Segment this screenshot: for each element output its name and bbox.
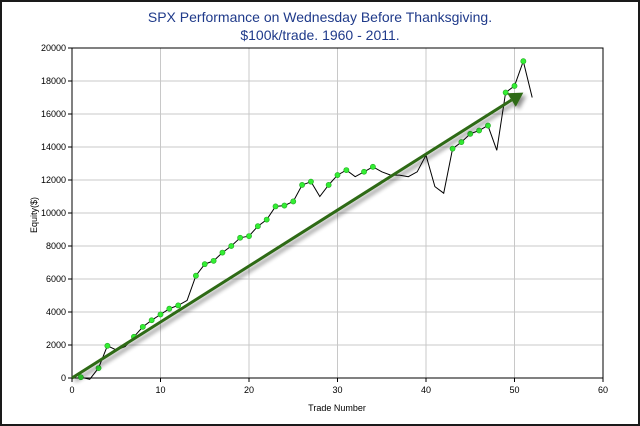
equity-marker xyxy=(210,257,217,264)
equity-marker xyxy=(104,342,111,349)
equity-marker xyxy=(511,83,518,89)
equity-marker xyxy=(272,203,279,210)
y-tick-label: 16000 xyxy=(41,109,66,119)
equity-marker xyxy=(228,243,235,249)
equity-marker xyxy=(325,182,332,188)
equity-marker xyxy=(237,234,244,241)
equity-line xyxy=(80,59,533,380)
equity-marker xyxy=(192,272,199,279)
equity-marker xyxy=(281,202,288,209)
y-tick-label: 2000 xyxy=(46,340,66,350)
trend-arrow-head xyxy=(507,92,524,107)
equity-marker xyxy=(502,89,509,96)
equity-marker xyxy=(166,305,173,312)
equity-marker xyxy=(246,233,252,239)
equity-marker xyxy=(95,365,102,371)
trend-arrow-shaft xyxy=(71,98,513,380)
equity-marker xyxy=(476,127,482,134)
equity-marker xyxy=(148,317,155,324)
equity-marker xyxy=(369,163,376,170)
x-tick-label: 0 xyxy=(69,385,74,395)
y-tick-label: 18000 xyxy=(41,76,66,86)
equity-marker xyxy=(175,302,182,309)
x-axis-label: Trade Number xyxy=(308,403,366,413)
trend-arrow xyxy=(71,92,524,380)
equity-marker xyxy=(299,182,305,188)
y-tick-label: 10000 xyxy=(41,208,66,218)
equity-marker xyxy=(263,216,270,223)
x-tick-label: 60 xyxy=(598,385,608,395)
equity-marker xyxy=(290,198,297,205)
equity-marker xyxy=(520,58,527,65)
equity-marker xyxy=(467,130,474,137)
x-tick-label: 40 xyxy=(421,385,431,395)
y-tick-label: 12000 xyxy=(41,175,66,185)
equity-marker xyxy=(334,172,341,178)
y-tick-label: 4000 xyxy=(46,307,66,317)
equity-marker xyxy=(201,261,208,268)
equity-marker xyxy=(361,168,367,175)
x-tick-label: 20 xyxy=(244,385,254,395)
chart-title-line2: $100k/trade. 1960 - 2011. xyxy=(240,27,399,43)
equity-marker xyxy=(139,323,146,330)
equity-marker xyxy=(77,374,84,381)
equity-marker xyxy=(308,178,314,185)
equity-marker xyxy=(254,223,261,230)
y-tick-label: 14000 xyxy=(41,142,66,152)
y-tick-label: 6000 xyxy=(46,274,66,284)
y-tick-label: 20000 xyxy=(41,43,66,53)
equity-marker xyxy=(219,249,226,256)
equity-marker xyxy=(458,139,465,145)
equity-marker xyxy=(343,167,350,173)
y-tick-label: 0 xyxy=(61,373,66,383)
equity-marker xyxy=(449,145,456,152)
equity-marker xyxy=(485,122,491,129)
chart-title-line1: SPX Performance on Wednesday Before Than… xyxy=(148,9,492,25)
y-tick-label: 8000 xyxy=(46,241,66,251)
y-axis-label: Equity($) xyxy=(29,197,39,233)
equity-marker xyxy=(157,311,164,318)
x-tick-label: 10 xyxy=(155,385,165,395)
x-tick-label: 50 xyxy=(509,385,519,395)
x-tick-label: 30 xyxy=(332,385,342,395)
